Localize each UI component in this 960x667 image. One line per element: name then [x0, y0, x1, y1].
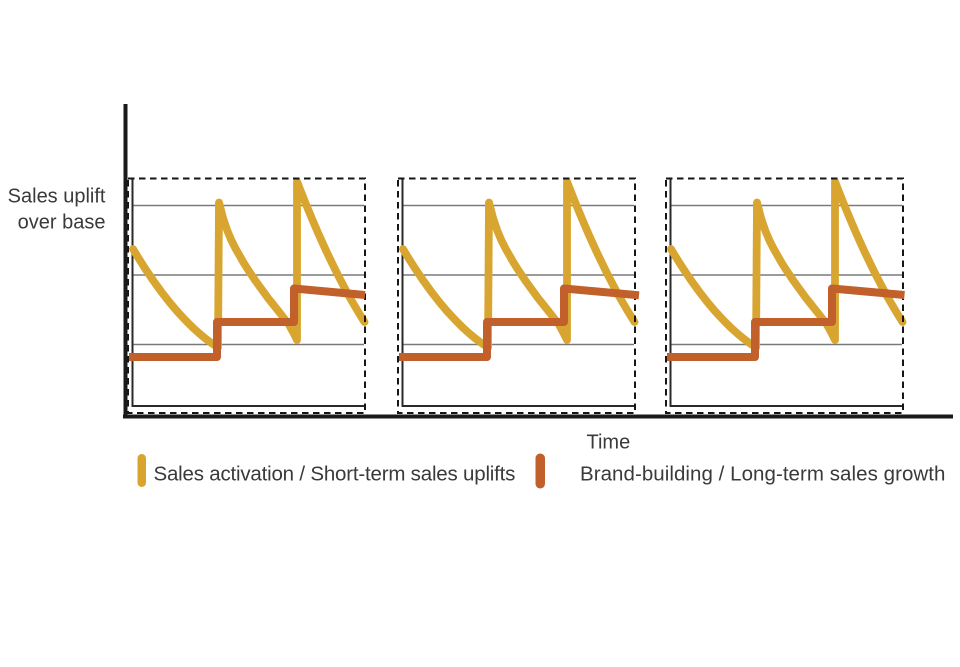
svg-text:Brand-building / Long-term sal: Brand-building / Long-term sales growth	[580, 463, 945, 486]
svg-text:Sales activation / Short-term: Sales activation / Short-term sales upli…	[154, 463, 516, 486]
svg-text:Sales uplift: Sales uplift	[8, 186, 106, 208]
svg-text:over base: over base	[18, 212, 106, 234]
svg-text:Time: Time	[587, 432, 631, 454]
